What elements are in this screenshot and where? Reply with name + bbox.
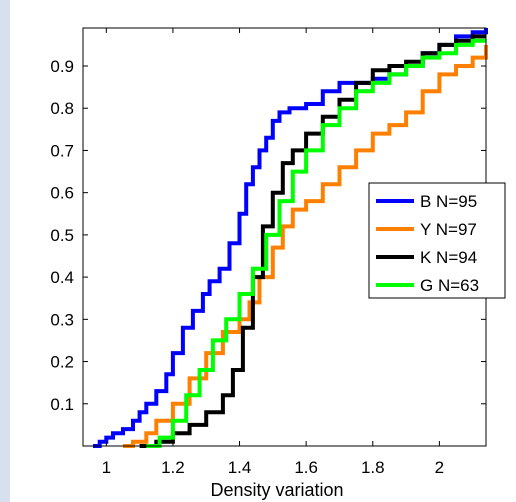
x-tick-label-3: 1.6: [294, 458, 318, 477]
y-tick-label-3: 0.4: [50, 268, 74, 287]
y-tick-label-1: 0.2: [50, 353, 74, 372]
y-tick-label-2: 0.3: [50, 310, 74, 329]
series-line-1: [123, 44, 488, 448]
y-tick-label-8: 0.9: [50, 57, 74, 76]
legend-label-1: Y N=97: [420, 220, 477, 239]
y-tick-label-7: 0.8: [50, 99, 74, 118]
x-tick-label-4: 1.8: [361, 458, 385, 477]
series-layer: [93, 28, 488, 448]
x-axis-label: Density variation: [210, 480, 343, 500]
x-tick-label-2: 1.4: [228, 458, 252, 477]
x-tick-label-1: 1.2: [161, 458, 185, 477]
y-tick-label-4: 0.5: [50, 226, 74, 245]
legend-label-2: K N=94: [420, 248, 477, 267]
x-tick-label-5: 2: [435, 458, 444, 477]
y-tick-label-0: 0.1: [50, 395, 74, 414]
x-tick-label-0: 1: [102, 458, 111, 477]
legend: B N=95 Y N=97 K N=94 G N=63: [368, 182, 506, 299]
y-tick-label-5: 0.6: [50, 184, 74, 203]
legend-label-3: G N=63: [420, 276, 479, 295]
window-edge-strip: [0, 0, 10, 502]
y-tick-label-6: 0.7: [50, 141, 74, 160]
series-line-3: [146, 38, 486, 448]
legend-label-0: B N=95: [420, 192, 477, 211]
ticks-layer: 1 1.2 1.4 1.6 1.8 2 0.1 0.2 0.3 0.4 0.5 0.6 0.7 0.8 0.…: [50, 28, 486, 477]
